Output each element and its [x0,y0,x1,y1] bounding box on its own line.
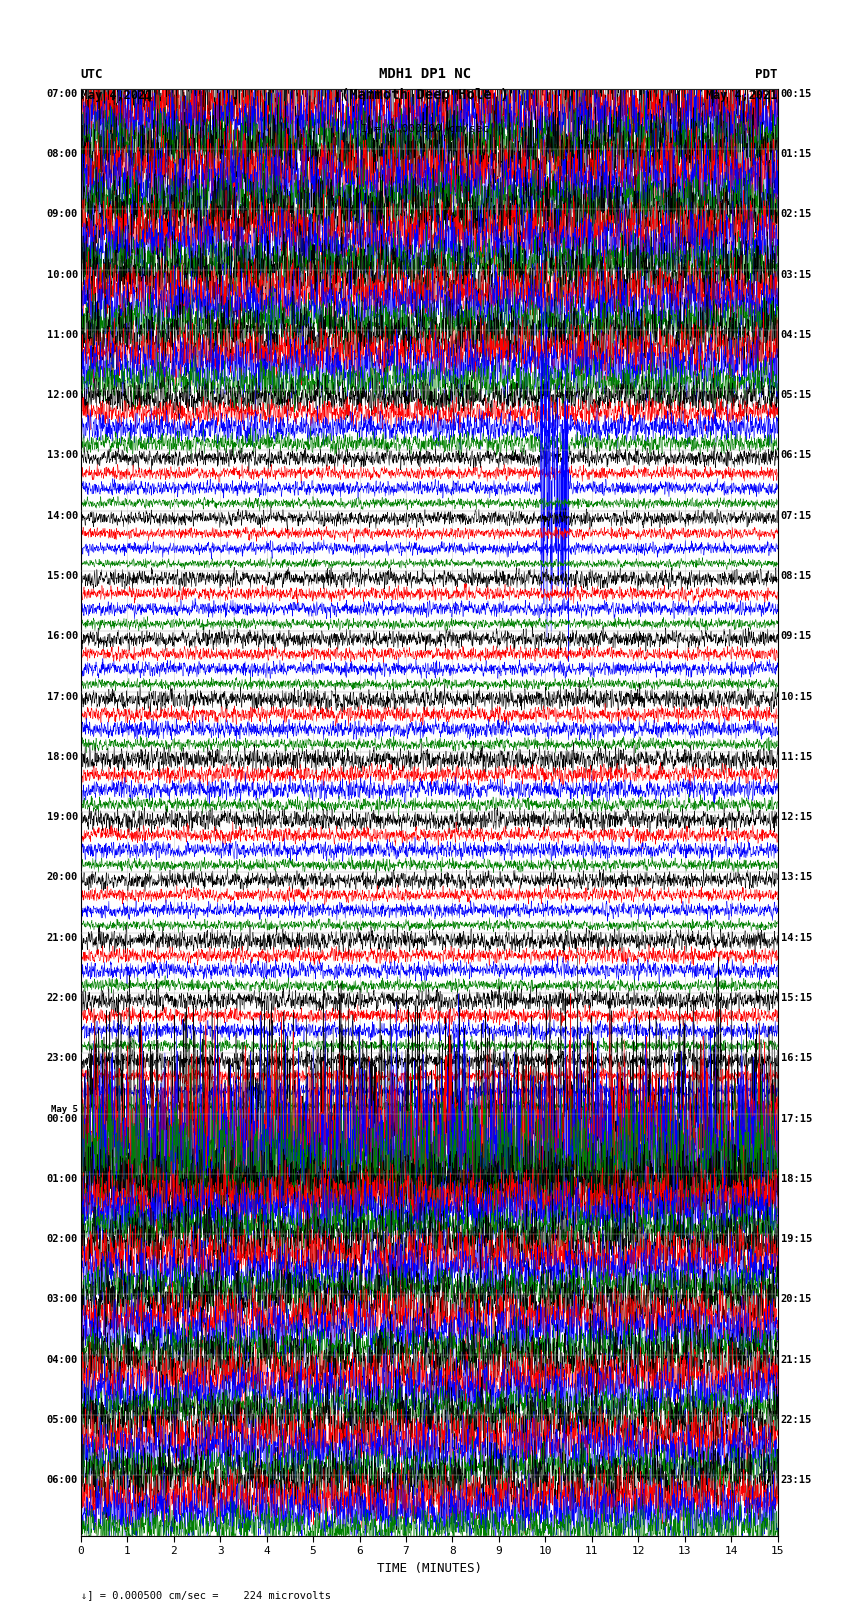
Text: I = 0.000500 cm/sec: I = 0.000500 cm/sec [361,124,489,134]
Text: 20:15: 20:15 [780,1294,812,1305]
Text: 07:15: 07:15 [780,511,812,521]
Text: 23:00: 23:00 [47,1053,78,1063]
Text: 01:15: 01:15 [780,148,812,160]
Text: 12:00: 12:00 [47,390,78,400]
Text: 22:15: 22:15 [780,1415,812,1424]
Text: 02:15: 02:15 [780,210,812,219]
Text: May 5: May 5 [51,1105,78,1113]
Text: 16:15: 16:15 [780,1053,812,1063]
Text: 15:15: 15:15 [780,994,812,1003]
Text: 21:15: 21:15 [780,1355,812,1365]
Text: 17:00: 17:00 [47,692,78,702]
Text: 06:15: 06:15 [780,450,812,460]
Text: 13:00: 13:00 [47,450,78,460]
Text: 03:00: 03:00 [47,1294,78,1305]
X-axis label: TIME (MINUTES): TIME (MINUTES) [377,1561,482,1574]
Text: 23:15: 23:15 [780,1476,812,1486]
Text: 04:15: 04:15 [780,331,812,340]
Text: 13:15: 13:15 [780,873,812,882]
Text: 14:15: 14:15 [780,932,812,942]
Text: 01:00: 01:00 [47,1174,78,1184]
Text: 18:15: 18:15 [780,1174,812,1184]
Text: 19:00: 19:00 [47,813,78,823]
Text: 10:15: 10:15 [780,692,812,702]
Text: May 4,2021: May 4,2021 [706,89,778,102]
Text: 05:00: 05:00 [47,1415,78,1424]
Text: 00:15: 00:15 [780,89,812,98]
Text: 10:00: 10:00 [47,269,78,279]
Text: 21:00: 21:00 [47,932,78,942]
Text: UTC: UTC [81,68,103,81]
Text: 11:15: 11:15 [780,752,812,761]
Text: |: | [366,121,373,134]
Text: 00:00: 00:00 [47,1113,78,1124]
Text: 03:15: 03:15 [780,269,812,279]
Text: 20:00: 20:00 [47,873,78,882]
Text: 19:15: 19:15 [780,1234,812,1244]
Text: (Mammoth Deep Hole ): (Mammoth Deep Hole ) [341,87,509,102]
Text: 12:15: 12:15 [780,813,812,823]
Text: May 4,2021: May 4,2021 [81,89,152,102]
Text: 09:15: 09:15 [780,631,812,642]
Text: 05:15: 05:15 [780,390,812,400]
Text: 18:00: 18:00 [47,752,78,761]
Text: 07:00: 07:00 [47,89,78,98]
Text: ⇓] = 0.000500 cm/sec =    224 microvolts: ⇓] = 0.000500 cm/sec = 224 microvolts [81,1590,331,1600]
Text: 04:00: 04:00 [47,1355,78,1365]
Text: 11:00: 11:00 [47,331,78,340]
Text: 17:15: 17:15 [780,1113,812,1124]
Text: 06:00: 06:00 [47,1476,78,1486]
Text: 09:00: 09:00 [47,210,78,219]
Text: 14:00: 14:00 [47,511,78,521]
Text: 02:00: 02:00 [47,1234,78,1244]
Text: PDT: PDT [756,68,778,81]
Text: MDH1 DP1 NC: MDH1 DP1 NC [379,66,471,81]
Text: 15:00: 15:00 [47,571,78,581]
Text: 16:00: 16:00 [47,631,78,642]
Text: 22:00: 22:00 [47,994,78,1003]
Text: 08:15: 08:15 [780,571,812,581]
Text: 08:00: 08:00 [47,148,78,160]
